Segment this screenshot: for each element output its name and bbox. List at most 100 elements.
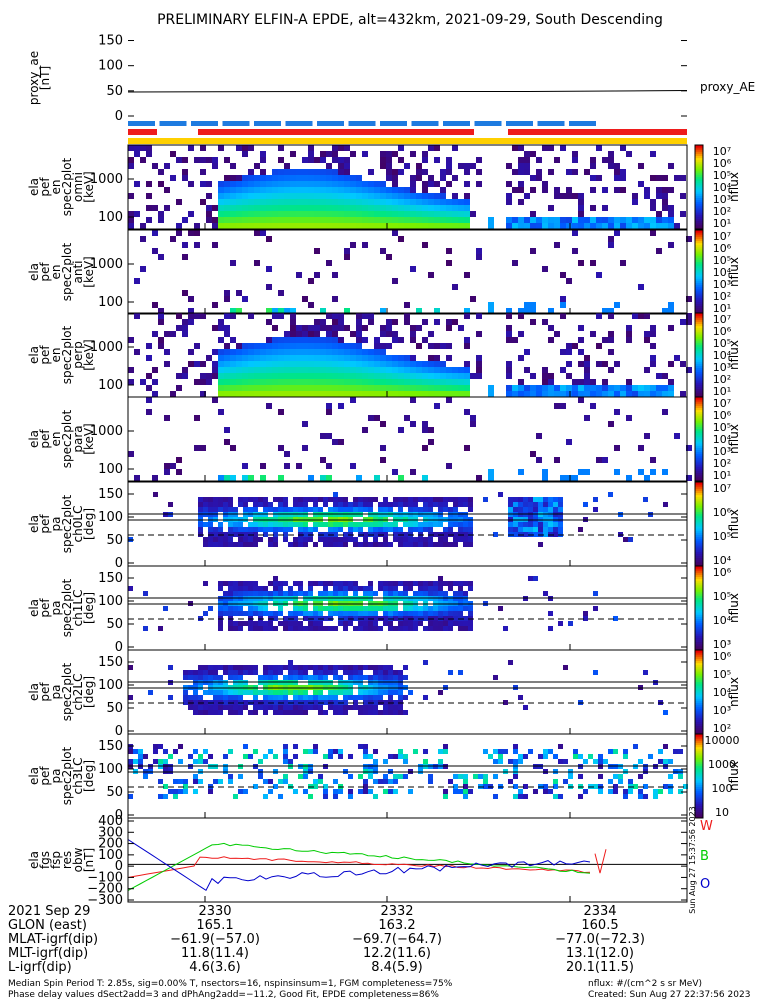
spectrogram-cell bbox=[296, 349, 302, 355]
spectrogram-cell bbox=[254, 230, 260, 236]
spectrogram-cell bbox=[356, 349, 362, 355]
pitch-angle-cell bbox=[468, 606, 473, 611]
spectrogram-cell bbox=[278, 337, 284, 343]
pitch-angle-cell bbox=[298, 710, 303, 715]
spectrogram-cell bbox=[260, 355, 266, 361]
colorbar-segment bbox=[695, 717, 703, 720]
pitch-angle-cell bbox=[248, 611, 253, 616]
spectrogram-cell bbox=[236, 379, 242, 385]
pitch-angle-cell bbox=[173, 789, 178, 794]
spectrogram-cell bbox=[266, 367, 272, 373]
pitch-angle-cell bbox=[323, 754, 328, 759]
spectrogram-cell bbox=[260, 205, 266, 211]
spectrogram-cell bbox=[608, 236, 614, 242]
pitch-angle-cell bbox=[663, 710, 668, 715]
pitch-angle-cell bbox=[393, 611, 398, 616]
pitch-angle-cell bbox=[213, 670, 218, 675]
pitch-angle-cell bbox=[433, 611, 438, 616]
pitch-angle-cell bbox=[443, 616, 448, 621]
pitch-angle-cell bbox=[458, 591, 463, 596]
spectrogram-cell bbox=[488, 302, 494, 308]
spectrogram-cell bbox=[572, 157, 578, 163]
pitch-angle-cell bbox=[638, 759, 643, 764]
pitch-angle-cell bbox=[153, 749, 158, 754]
colorbar-label: nflux bbox=[727, 424, 741, 454]
pitch-angle-cell bbox=[343, 695, 348, 700]
spectrogram-cell bbox=[332, 379, 338, 385]
spectrogram-cell bbox=[404, 361, 410, 367]
spectrogram-cell bbox=[296, 272, 302, 278]
spectrogram-cell bbox=[650, 223, 656, 229]
spectrogram-cell bbox=[224, 175, 230, 181]
pitch-angle-cell bbox=[158, 626, 163, 631]
spectrogram-cell bbox=[242, 379, 248, 385]
spectrogram-cell bbox=[416, 373, 422, 379]
spectrogram-cell bbox=[374, 181, 380, 187]
spectrogram-cell bbox=[392, 181, 398, 187]
pitch-angle-cell bbox=[598, 759, 603, 764]
pitch-angle-cell bbox=[583, 502, 588, 507]
spectrogram-cell bbox=[572, 151, 578, 157]
pitch-angle-cell bbox=[523, 502, 528, 507]
pitch-angle-cell bbox=[438, 621, 443, 626]
pitch-angle-cell bbox=[218, 675, 223, 680]
pitch-angle-cell bbox=[243, 611, 248, 616]
spectrogram-cell bbox=[446, 463, 452, 469]
spectrogram-cell bbox=[326, 325, 332, 331]
pitch-angle-cell bbox=[503, 749, 508, 754]
colorbar-segment bbox=[695, 199, 703, 203]
pitch-angle-cell bbox=[343, 532, 348, 537]
pitch-angle-cell bbox=[613, 774, 618, 779]
pitch-angle-cell bbox=[243, 754, 248, 759]
pitch-angle-cell bbox=[558, 522, 563, 527]
spectrogram-cell bbox=[158, 337, 164, 343]
pitch-angle-cell bbox=[398, 591, 403, 596]
spectrogram-cell bbox=[242, 373, 248, 379]
spectrogram-cell bbox=[512, 145, 518, 151]
pitch-angle-cell bbox=[238, 670, 243, 675]
colorbar-label: nflux bbox=[727, 677, 741, 707]
spectrogram-cell bbox=[266, 379, 272, 385]
pitch-angle-cell bbox=[368, 586, 373, 591]
spectrogram-cell bbox=[362, 181, 368, 187]
pitch-angle-cell bbox=[128, 586, 133, 591]
pitch-angle-cell bbox=[308, 527, 313, 532]
colorbar-segment bbox=[695, 447, 703, 450]
spectrogram-cell bbox=[410, 367, 416, 373]
spectrogram-cell bbox=[278, 290, 284, 296]
spectrogram-cell bbox=[386, 223, 392, 229]
pitch-angle-cell bbox=[513, 527, 518, 532]
colorbar-segment bbox=[695, 226, 703, 230]
pitch-angle-cell bbox=[358, 611, 363, 616]
pitch-angle-cell bbox=[323, 591, 328, 596]
pitch-angle-cell bbox=[443, 537, 448, 542]
pitch-angle-cell bbox=[373, 700, 378, 705]
spectrogram-cell bbox=[308, 157, 314, 163]
spectrogram-cell bbox=[392, 385, 398, 391]
spectrogram-cell bbox=[350, 211, 356, 217]
spectrogram-cell bbox=[464, 199, 470, 205]
spectrogram-cell bbox=[134, 278, 140, 284]
spectrogram-cell bbox=[434, 145, 440, 151]
spectrogram-cell bbox=[380, 379, 386, 385]
pitch-angle-cell bbox=[338, 542, 343, 547]
spectrogram-cell bbox=[374, 373, 380, 379]
colorbar-segment bbox=[695, 568, 703, 571]
spectrogram-cell bbox=[386, 163, 392, 169]
pitch-angle-cell bbox=[248, 507, 253, 512]
pitch-angle-cell bbox=[398, 581, 403, 586]
pitch-angle-cell bbox=[218, 621, 223, 626]
pitch-angle-cell bbox=[368, 754, 373, 759]
spectrogram-cell bbox=[326, 385, 332, 391]
pitch-angle-cell bbox=[283, 700, 288, 705]
pitch-angle-cell bbox=[408, 537, 413, 542]
pitch-angle-cell bbox=[173, 794, 178, 799]
pitch-angle-cell bbox=[128, 695, 133, 700]
pitch-angle-cell bbox=[208, 537, 213, 542]
pitch-angle-cell bbox=[208, 522, 213, 527]
spectrogram-cell bbox=[440, 391, 446, 397]
spectrogram-cell bbox=[242, 145, 248, 151]
pitch-angle-cell bbox=[203, 542, 208, 547]
spectrogram-cell bbox=[134, 349, 140, 355]
pitch-angle-cell bbox=[193, 700, 198, 705]
